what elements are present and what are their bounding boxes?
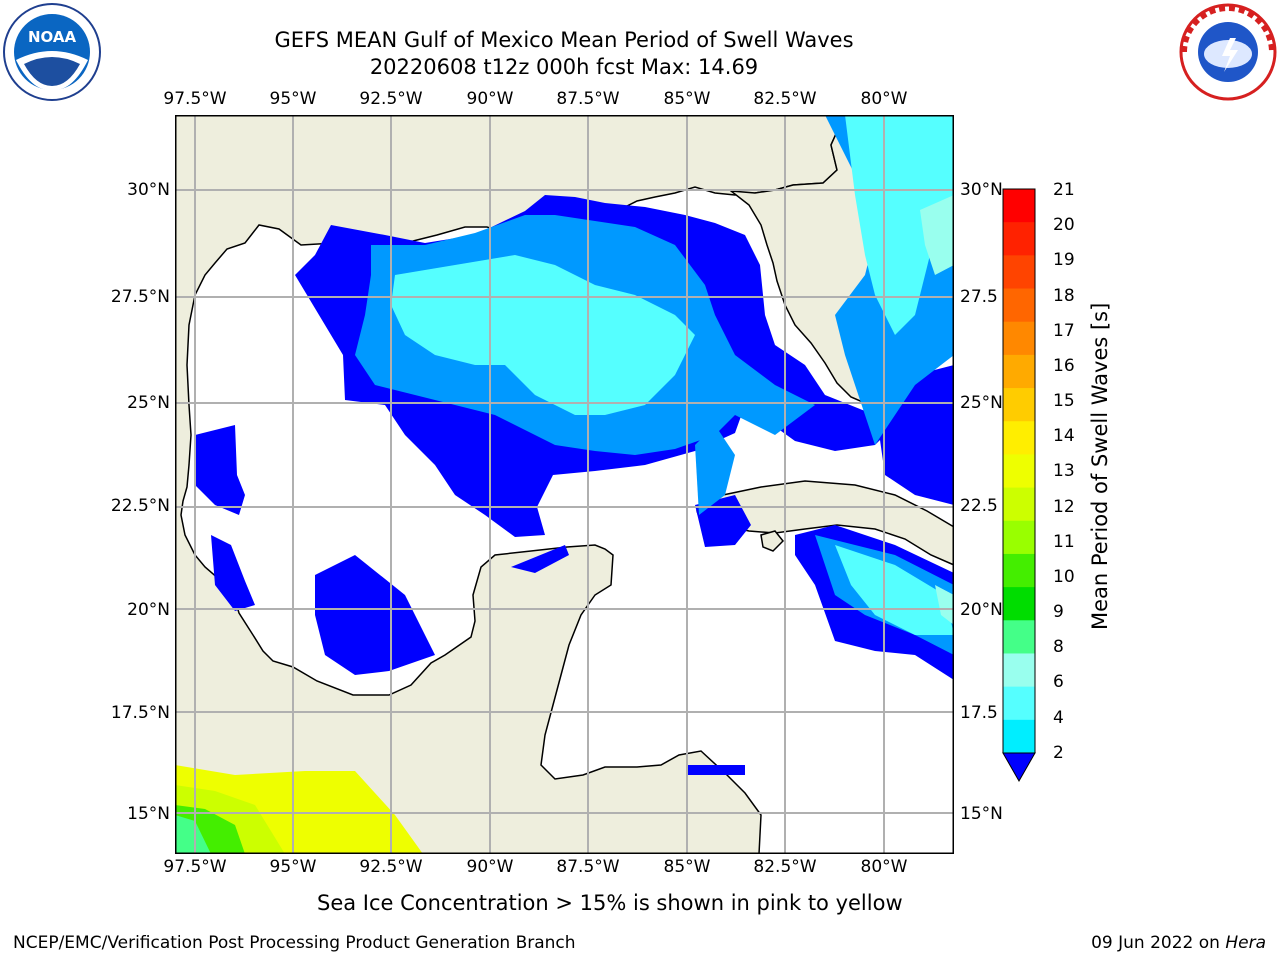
lat-label-left: 20°N: [127, 600, 170, 620]
colorbar-block: [1003, 620, 1035, 654]
graticule: [175, 115, 954, 854]
colorbar-extend-arrow: [1002, 752, 1036, 783]
colorbar-block: [1003, 321, 1035, 356]
lat-label-left: 30°N: [127, 180, 170, 200]
lon-label-bottom: 80°W: [860, 857, 908, 877]
lat-label-right: 30°N: [960, 180, 1003, 200]
lat-label-right: 22.5: [960, 496, 998, 516]
footer-machine: Hera: [1225, 933, 1266, 953]
lon-label-top: 85°W: [663, 89, 711, 109]
footer-left: NCEP/EMC/Verification Post Processing Pr…: [13, 933, 576, 953]
map-panel: [175, 115, 954, 854]
colorbar-block: [1003, 587, 1035, 621]
lon-label-top: 82.5°W: [753, 89, 817, 109]
lon-label-bottom: 90°W: [466, 857, 514, 877]
colorbar-block: [1003, 421, 1035, 455]
colorbar-block: [1003, 354, 1035, 389]
swell-field-palecyan: [920, 195, 954, 625]
lat-label-right: 15°N: [960, 804, 1003, 824]
colorbar-tick: 20: [1053, 215, 1075, 235]
colorbar-block: [1003, 520, 1035, 555]
lon-label-top: 80°W: [860, 89, 908, 109]
colorbar-tick: 19: [1053, 250, 1075, 270]
colorbar-tick: 15: [1053, 391, 1075, 411]
map-frame: [175, 115, 954, 854]
land-isla-juventud: [760, 530, 785, 552]
colorbar-block: [1003, 719, 1035, 754]
colorbar-block: [1003, 454, 1035, 489]
colorbar-tick: 16: [1053, 356, 1075, 376]
lat-label-right: 17.5: [960, 703, 998, 723]
swell-field-cyan: [391, 115, 954, 635]
sea-ice-note: Sea Ice Concentration > 15% is shown in …: [317, 891, 903, 915]
noaa-logo: NOAA: [2, 2, 102, 102]
colorbar-label: Mean Period of Swell Waves [s]: [1088, 302, 1112, 630]
lon-label-bottom: 85°W: [663, 857, 711, 877]
lat-label-left: 27.5°N: [110, 287, 170, 307]
colorbar-block: [1003, 288, 1035, 323]
lat-label-right: 27.5: [960, 287, 998, 307]
svg-text:NOAA: NOAA: [28, 28, 77, 46]
colorbar-block: [1003, 222, 1035, 256]
lat-label-right: 25°N: [960, 393, 1003, 413]
colorbar-tick: 9: [1053, 602, 1064, 622]
colorbar-tick: 2: [1053, 743, 1064, 763]
colorbar-tick: 4: [1053, 708, 1064, 728]
colorbar-block: [1003, 653, 1035, 688]
colorbar-block: [1003, 686, 1035, 721]
colorbar-tick: 10: [1053, 567, 1075, 587]
footer-date: 09 Jun 2022 on: [1091, 933, 1226, 953]
colorbar-block: [1003, 255, 1035, 290]
lat-label-left: 17.5°N: [110, 703, 170, 723]
lon-label-top: 87.5°W: [556, 89, 620, 109]
lon-label-bottom: 87.5°W: [556, 857, 620, 877]
lat-label-left: 15°N: [127, 804, 170, 824]
footer-right: 09 Jun 2022 on Hera: [1091, 933, 1266, 953]
colorbar-tick: 6: [1053, 672, 1064, 692]
lon-label-bottom: 82.5°W: [753, 857, 817, 877]
lat-label-right: 20°N: [960, 600, 1003, 620]
colorbar-block: [1003, 388, 1035, 422]
colorbar-tick: 21: [1053, 180, 1075, 200]
colorbar-block: [1003, 487, 1035, 522]
lat-label-left: 25°N: [127, 393, 170, 413]
map-svg: [175, 115, 954, 854]
lon-label-top: 92.5°W: [359, 89, 423, 109]
chart-title: GEFS MEAN Gulf of Mexico Mean Period of …: [274, 28, 854, 52]
colorbar-block: [1003, 189, 1035, 223]
chart-subtitle: 20220608 t12z 000h fcst Max: 14.69: [369, 55, 759, 79]
colorbar-tick: 18: [1053, 286, 1075, 306]
lon-label-bottom: 95°W: [269, 857, 317, 877]
colorbar-tick: 12: [1053, 497, 1075, 517]
lon-label-top: 90°W: [466, 89, 514, 109]
lat-label-left: 22.5°N: [110, 496, 170, 516]
colorbar-tick: 11: [1053, 532, 1075, 552]
national-weather-service-logo: [1178, 2, 1278, 102]
lon-label-top: 97.5°W: [163, 89, 227, 109]
swell-field-pacific: [175, 765, 423, 854]
lon-label-bottom: 97.5°W: [163, 857, 227, 877]
colorbar: [1002, 188, 1036, 783]
colorbar-block: [1003, 553, 1035, 588]
colorbar-tick: 8: [1053, 637, 1064, 657]
colorbar-tick: 13: [1053, 461, 1075, 481]
colorbar-tick: 17: [1053, 321, 1075, 341]
colorbar-tick: 14: [1053, 426, 1075, 446]
lon-label-bottom: 92.5°W: [359, 857, 423, 877]
lon-label-top: 95°W: [269, 89, 317, 109]
